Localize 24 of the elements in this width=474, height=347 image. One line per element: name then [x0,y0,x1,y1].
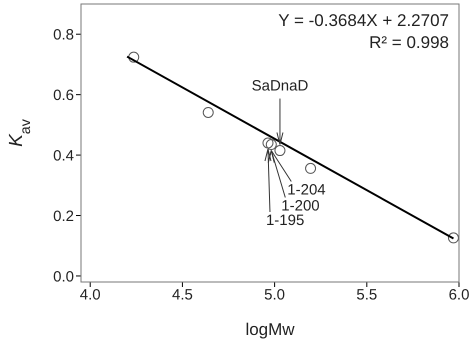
point [128,52,140,63]
point [305,162,316,174]
x-tick-label: 5.0 [264,286,286,304]
point [448,232,459,244]
x-axis-title: logMw [245,320,296,339]
x-tick-label: 4.5 [172,286,193,304]
y-tick-label: 0.2 [53,208,74,225]
annotation: 1-195 [266,212,304,229]
annotation: 1-204 [287,182,326,199]
point [266,139,277,150]
x-tick-label: 4.0 [80,286,101,304]
point [262,138,274,148]
annotation: 1-200 [281,198,320,215]
annotation: Y = -0.3684X + 2.2707 [278,11,449,30]
y-tick-label: 0.6 [53,86,74,104]
y-tick-label: 0.0 [53,268,74,286]
annotation: R² = 0.998 [369,33,449,52]
x-tick-label: 5.5 [356,286,378,304]
x-tick-label: 6.0 [448,286,470,304]
y-tick-label: 0.4 [53,147,74,164]
point [202,106,214,118]
annotation: SaDnaD [252,78,308,95]
point [274,145,286,156]
y-tick-label: 0.8 [53,26,74,44]
